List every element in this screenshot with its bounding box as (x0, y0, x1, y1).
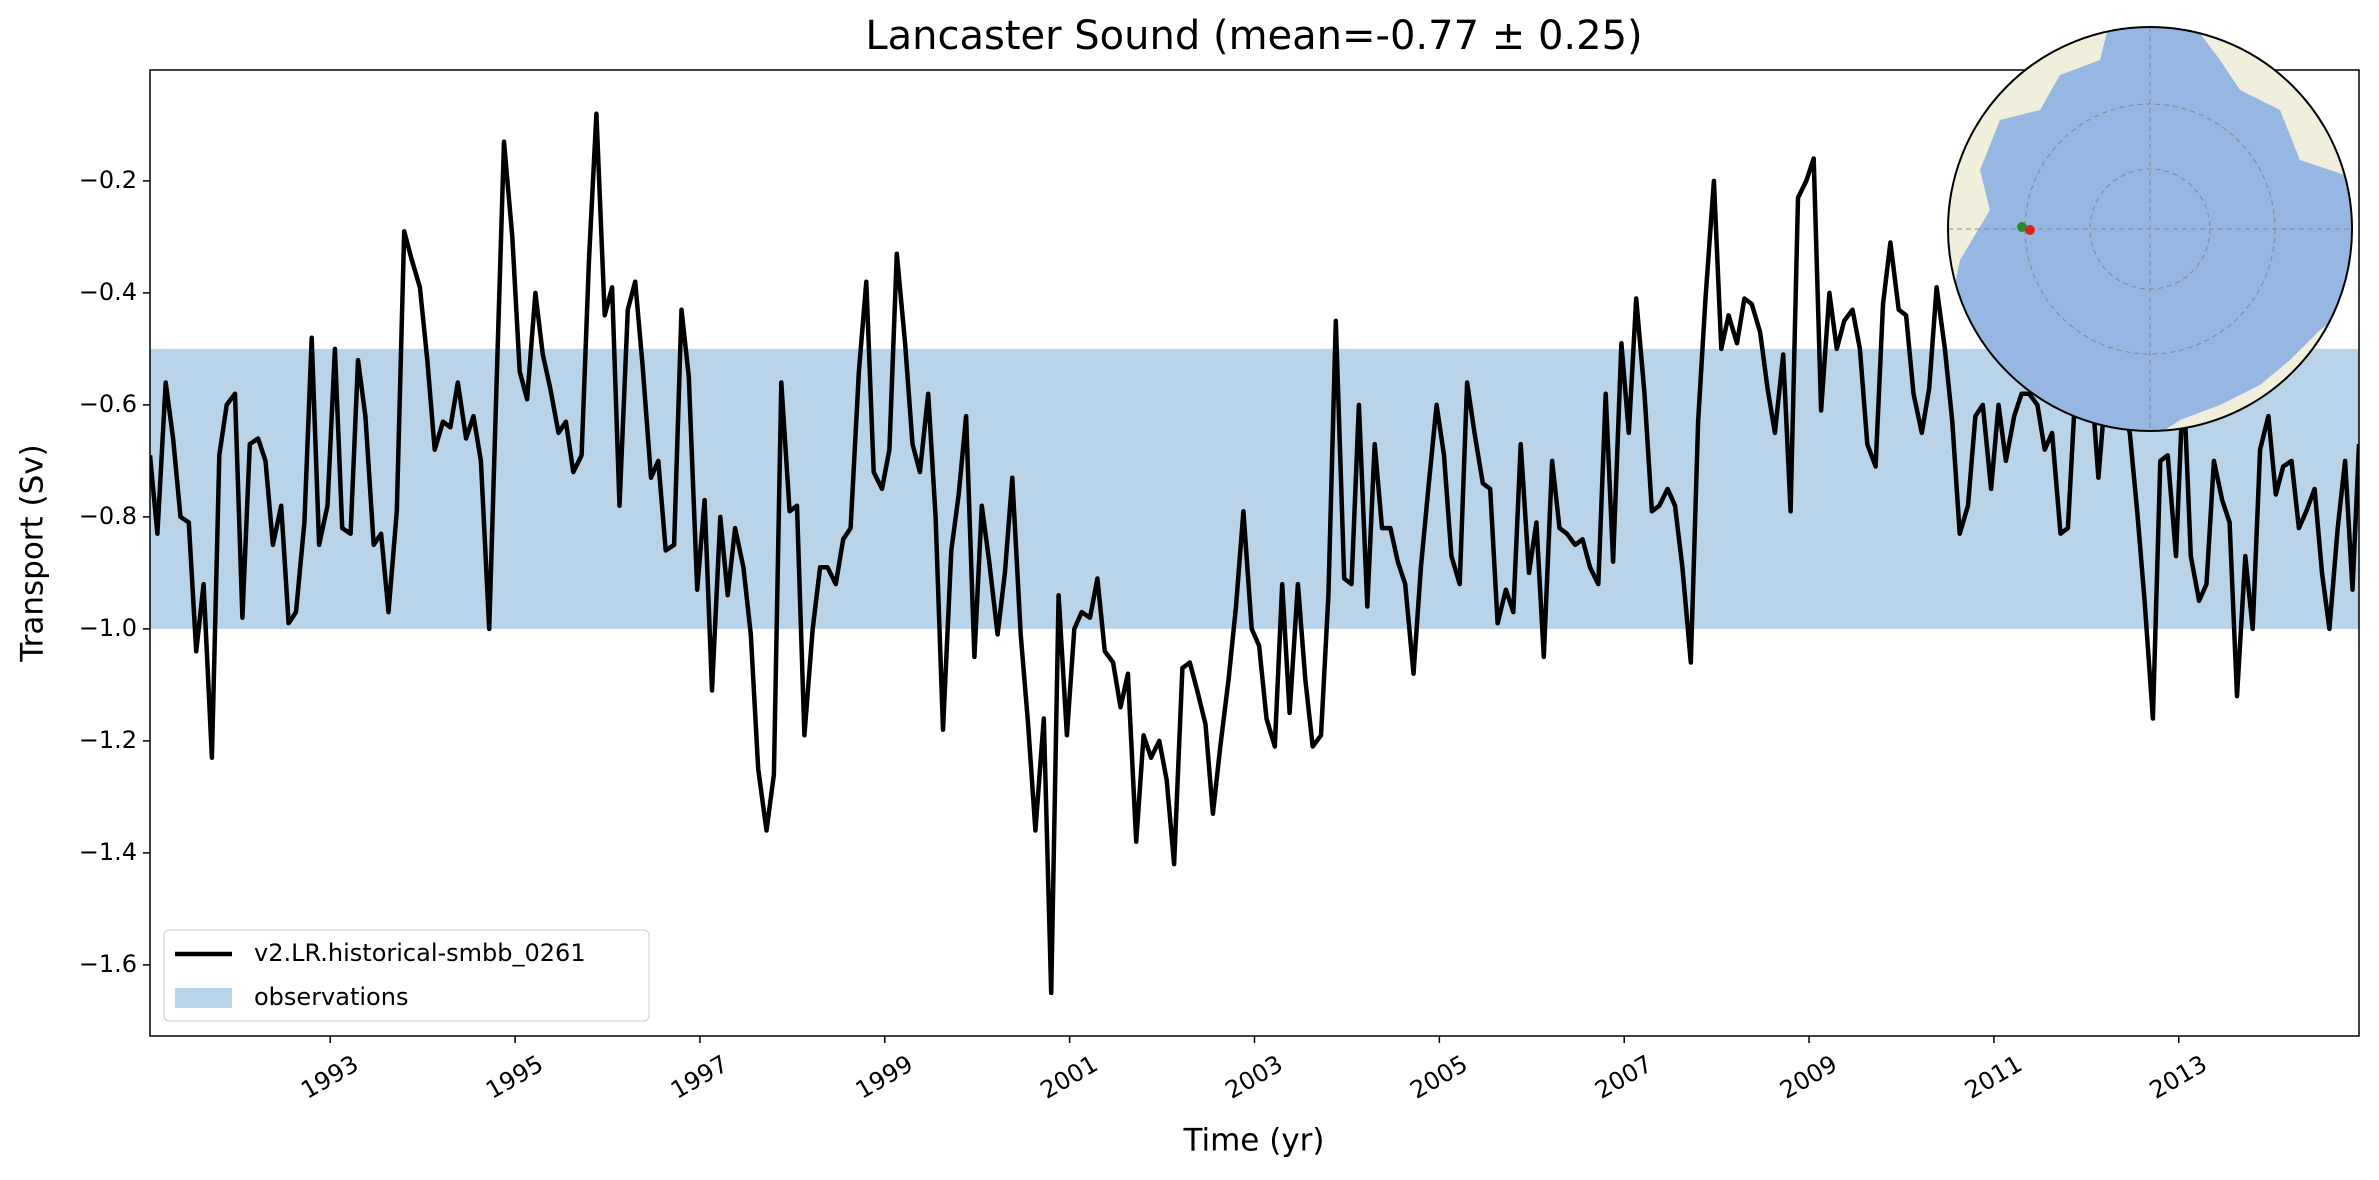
y-tick-label: −0.2 (79, 166, 137, 194)
y-tick-label: −1.2 (79, 726, 137, 754)
series-line (150, 111, 2359, 996)
y-axis-label: Transport (Sv) (15, 444, 51, 663)
y-tick-label: −1.4 (79, 838, 137, 866)
x-tick-label: 2007 (1590, 1050, 1657, 1105)
y-tick-label: −0.4 (79, 278, 137, 306)
y-tick-label: −0.6 (79, 390, 137, 418)
x-tick-label: 2005 (1405, 1050, 1472, 1105)
legend-label: observations (254, 983, 408, 1011)
x-tick-label: 1997 (666, 1050, 733, 1105)
x-tick-label: 1999 (851, 1050, 918, 1105)
map-point (2017, 222, 2027, 232)
y-tick-label: −0.8 (79, 502, 137, 530)
x-tick-label: 2013 (2145, 1050, 2212, 1105)
chart-title: Lancaster Sound (mean=-0.77 ± 0.25) (865, 13, 1642, 59)
legend: v2.LR.historical-smbb_0261 observations (163, 929, 650, 1022)
map-point (2025, 225, 2035, 235)
x-tick-label: 1995 (481, 1050, 548, 1105)
map-border (1947, 26, 2353, 432)
x-tick-label: 2003 (1221, 1050, 1288, 1105)
legend-label: v2.LR.historical-smbb_0261 (254, 939, 586, 967)
x-axis-label: Time (yr) (1183, 1123, 1325, 1159)
x-tick-label: 2009 (1775, 1050, 1842, 1105)
x-tick-label: 2001 (1036, 1050, 1103, 1105)
y-tick-label: −1.0 (79, 614, 137, 642)
y-tick-label: −1.6 (79, 950, 137, 978)
x-tick-label: 2011 (1960, 1050, 2027, 1105)
plot-content (150, 111, 2359, 996)
legend-patch (175, 988, 232, 1008)
x-tick-label: 1993 (296, 1050, 363, 1105)
legend-box (163, 929, 650, 1022)
